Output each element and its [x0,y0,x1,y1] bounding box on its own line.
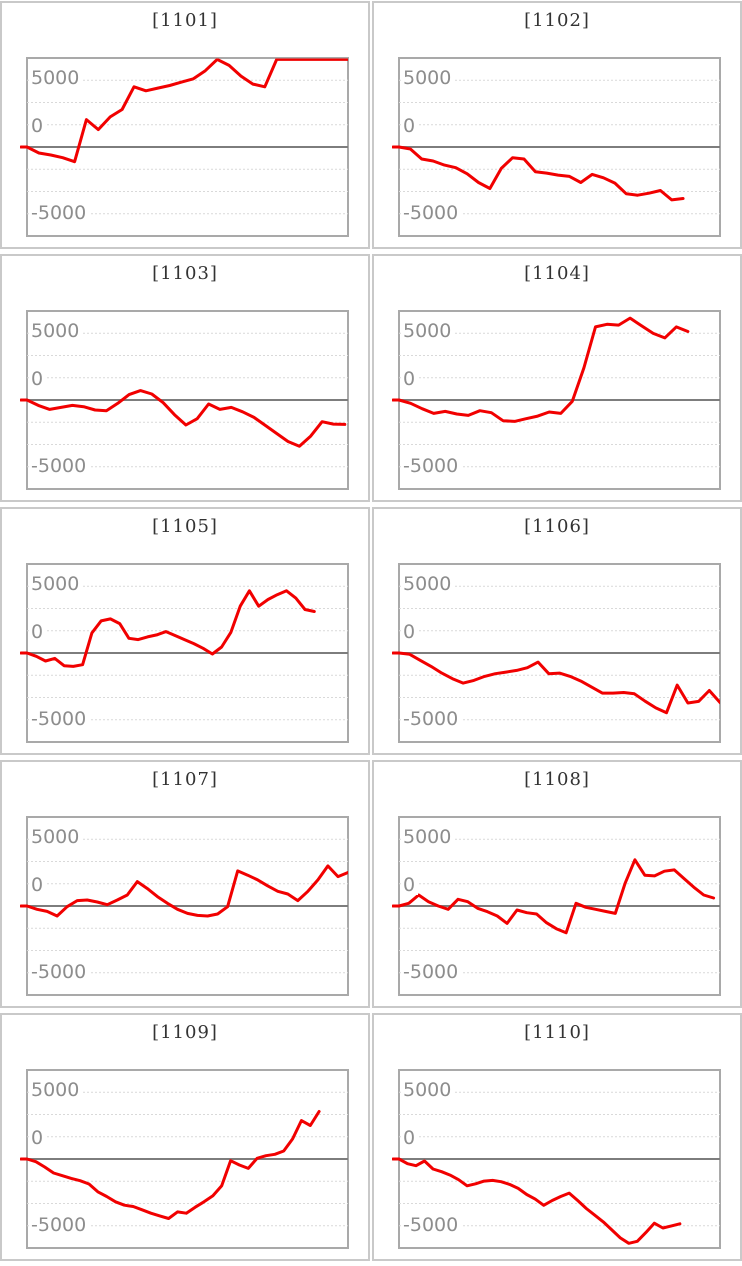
y-axis-tick-5000: 5000 [403,574,455,594]
y-axis-tick-0: 0 [31,116,47,136]
chart-title: [1110] [524,1022,590,1043]
payout-line-1109 [20,1110,321,1220]
payout-line-1103 [20,389,347,448]
chart-panel: [1105] 5000 0 -5000 [0,507,370,755]
chart-title: [1107] [152,769,218,790]
chart-panel: [1110] 5000 0 -5000 [372,1013,742,1261]
payout-line-1101 [20,58,348,164]
y-axis-tick-neg5000: -5000 [403,203,462,223]
y-axis-tick-neg5000: -5000 [403,456,462,476]
chart-title: [1105] [152,516,218,537]
chart-panel: [1108] 5000 0 -5000 [372,760,742,1008]
chart-title: [1104] [524,263,590,284]
y-axis-tick-5000: 5000 [403,321,455,341]
payout-line-1107 [20,864,348,918]
chart-title: [1102] [524,10,590,31]
payout-line-1104 [392,316,690,423]
chart-panel: [1106] 5000 0 -5000 [372,507,742,755]
chart-panel: [1107] 5000 0 -5000 [0,760,370,1008]
chart-title: [1101] [152,10,218,31]
y-axis-tick-5000: 5000 [31,321,83,341]
y-axis-tick-neg5000: -5000 [403,962,462,982]
chart-panel: [1101] 5000 0 -5000 [0,1,370,249]
y-axis-tick-0: 0 [31,369,47,389]
chart-panel: [1104] 5000 0 -5000 [372,254,742,502]
y-axis-tick-neg5000: -5000 [31,962,90,982]
y-axis-tick-0: 0 [31,1128,47,1148]
chart-title: [1109] [152,1022,218,1043]
payout-line-1106 [392,651,720,715]
payout-line-1102 [392,145,685,202]
y-axis-tick-0: 0 [31,622,47,642]
y-axis-tick-5000: 5000 [31,574,83,594]
chart-title: [1108] [524,769,590,790]
y-axis-tick-5000: 5000 [31,68,83,88]
y-axis-tick-neg5000: -5000 [403,709,462,729]
y-axis-tick-neg5000: -5000 [31,203,90,223]
chart-title: [1106] [524,516,590,537]
chart-panel: [1103] 5000 0 -5000 [0,254,370,502]
payout-line-1108 [392,858,716,935]
chart-title: [1103] [152,263,218,284]
y-axis-tick-neg5000: -5000 [403,1215,462,1235]
y-axis-tick-neg5000: -5000 [31,1215,90,1235]
y-axis-tick-5000: 5000 [403,1080,455,1100]
y-axis-tick-5000: 5000 [31,1080,83,1100]
y-axis-tick-0: 0 [403,875,419,895]
y-axis-tick-0: 0 [31,875,47,895]
y-axis-tick-neg5000: -5000 [31,709,90,729]
y-axis-tick-neg5000: -5000 [31,456,90,476]
chart-panel: [1102] 5000 0 -5000 [372,1,742,249]
payout-line-1105 [20,589,316,668]
y-axis-tick-0: 0 [403,116,419,136]
y-axis-tick-5000: 5000 [403,68,455,88]
y-axis-tick-5000: 5000 [31,827,83,847]
payout-line-1110 [392,1157,682,1245]
chart-panel: [1109] 5000 0 -5000 [0,1013,370,1261]
y-axis-tick-0: 0 [403,622,419,642]
y-axis-tick-0: 0 [403,1128,419,1148]
y-axis-tick-5000: 5000 [403,827,455,847]
y-axis-tick-0: 0 [403,369,419,389]
